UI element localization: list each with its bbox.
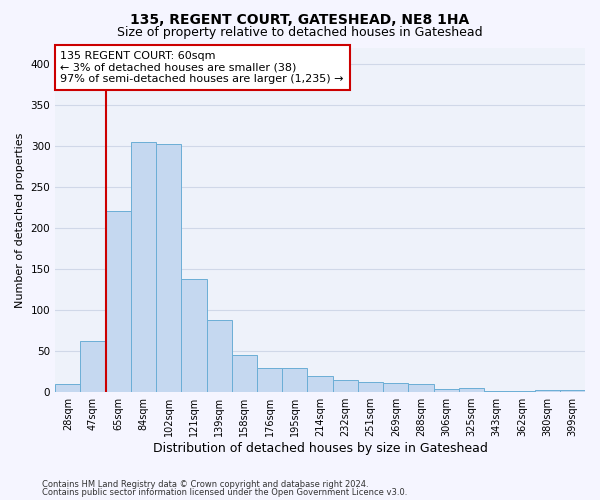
Bar [560, 390, 585, 392]
Bar [232, 356, 257, 392]
Bar [106, 211, 131, 392]
Bar [257, 368, 282, 392]
Text: Contains HM Land Registry data © Crown copyright and database right 2024.: Contains HM Land Registry data © Crown c… [42, 480, 368, 489]
Bar [55, 384, 80, 392]
Bar [332, 380, 358, 392]
Bar [484, 390, 509, 392]
Bar [535, 390, 560, 392]
Y-axis label: Number of detached properties: Number of detached properties [15, 132, 25, 308]
Text: Contains public sector information licensed under the Open Government Licence v3: Contains public sector information licen… [42, 488, 407, 497]
Bar [409, 384, 434, 392]
Bar [156, 144, 181, 392]
Text: 135 REGENT COURT: 60sqm
← 3% of detached houses are smaller (38)
97% of semi-det: 135 REGENT COURT: 60sqm ← 3% of detached… [61, 51, 344, 84]
Bar [358, 382, 383, 392]
Bar [459, 388, 484, 392]
Text: Size of property relative to detached houses in Gateshead: Size of property relative to detached ho… [117, 26, 483, 39]
Bar [307, 376, 332, 392]
Bar [509, 390, 535, 392]
Bar [383, 383, 409, 392]
Bar [434, 389, 459, 392]
Bar [206, 320, 232, 392]
Text: 135, REGENT COURT, GATESHEAD, NE8 1HA: 135, REGENT COURT, GATESHEAD, NE8 1HA [130, 12, 470, 26]
Bar [80, 340, 106, 392]
Bar [282, 368, 307, 392]
X-axis label: Distribution of detached houses by size in Gateshead: Distribution of detached houses by size … [152, 442, 488, 455]
Bar [181, 279, 206, 392]
Bar [131, 142, 156, 392]
